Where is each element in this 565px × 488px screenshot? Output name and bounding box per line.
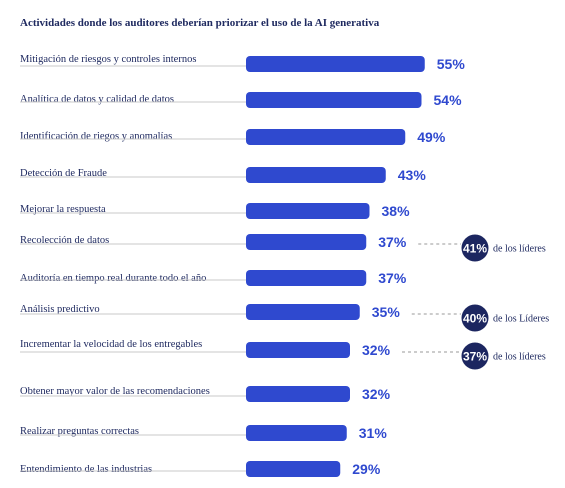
value-label: 29% (352, 461, 381, 477)
annotation-value: 41% (463, 242, 487, 256)
bar (246, 342, 350, 358)
annotation-text: de los líderes (493, 352, 546, 363)
annotation-badge (461, 304, 489, 332)
bar (246, 56, 425, 72)
annotation-value: 40% (463, 312, 487, 326)
value-label: 38% (382, 203, 411, 219)
bar (246, 129, 406, 145)
category-label: Analítica de datos y calidad de datos (20, 94, 174, 105)
annotation-text: de los líderes (493, 244, 546, 255)
category-label: Entendimiento de las industrias (20, 464, 152, 475)
bar (246, 234, 367, 250)
annotation-badge (461, 234, 489, 262)
annotation-badge (461, 342, 489, 370)
value-label: 32% (362, 386, 391, 402)
category-label: Auditoría en tiempo real durante todo el… (20, 273, 206, 284)
category-label: Recolección de datos (20, 235, 109, 246)
bar (246, 425, 347, 441)
category-label: Obtener mayor valor de las recomendacion… (20, 386, 210, 397)
value-label: 49% (417, 129, 446, 145)
bar (246, 92, 422, 108)
value-label: 35% (372, 304, 401, 320)
bar (246, 270, 367, 286)
category-label: Mejorar la respuesta (20, 204, 106, 215)
bar (246, 386, 350, 402)
value-label: 54% (434, 92, 463, 108)
value-label: 37% (378, 270, 407, 286)
category-label: Realizar preguntas correctas (20, 426, 139, 437)
chart-rows: Mitigación de riesgos y controles intern… (20, 54, 549, 477)
chart-title: Actividades donde los auditores deberían… (20, 17, 380, 29)
bar (246, 461, 341, 477)
value-label: 31% (359, 425, 388, 441)
category-label: Análisis predictivo (20, 304, 100, 315)
value-label: 37% (378, 234, 407, 250)
annotation-value: 37% (463, 350, 487, 364)
annotation-text: de los Líderes (493, 314, 549, 325)
value-label: 43% (398, 167, 427, 183)
category-label: Incrementar la velocidad de los entregab… (20, 339, 202, 350)
bar (246, 203, 370, 219)
value-label: 55% (437, 56, 466, 72)
value-label: 32% (362, 342, 391, 358)
category-label: Detección de Fraude (20, 168, 107, 179)
bar (246, 167, 386, 183)
category-label: Identificación de riegos y anomalías (20, 131, 172, 142)
bar (246, 304, 360, 320)
category-label: Mitigación de riesgos y controles intern… (20, 54, 196, 65)
